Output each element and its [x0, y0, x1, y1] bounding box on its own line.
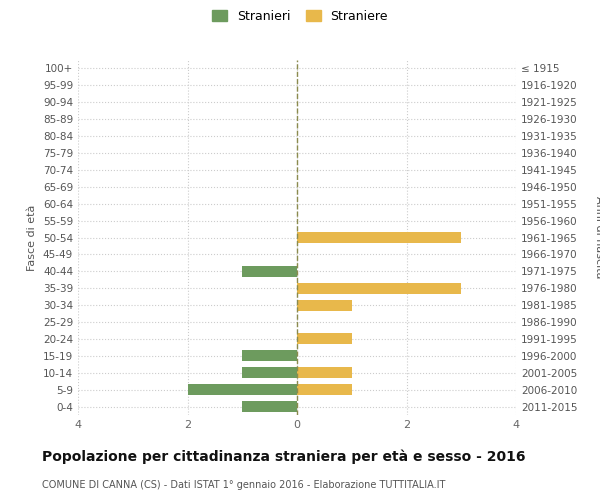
Y-axis label: Anni di nascita: Anni di nascita [594, 196, 600, 279]
Bar [242, 350, 297, 362]
Bar [297, 384, 352, 395]
Y-axis label: Fasce di età: Fasce di età [28, 204, 37, 270]
Legend: Stranieri, Straniere: Stranieri, Straniere [208, 6, 392, 26]
Bar [242, 266, 297, 277]
Bar [297, 334, 352, 344]
Text: COMUNE DI CANNA (CS) - Dati ISTAT 1° gennaio 2016 - Elaborazione TUTTITALIA.IT: COMUNE DI CANNA (CS) - Dati ISTAT 1° gen… [42, 480, 445, 490]
Bar [242, 367, 297, 378]
Bar [187, 384, 297, 395]
Bar [242, 401, 297, 412]
Bar [297, 367, 352, 378]
Bar [297, 232, 461, 243]
Text: Popolazione per cittadinanza straniera per età e sesso - 2016: Popolazione per cittadinanza straniera p… [42, 450, 526, 464]
Bar [297, 300, 352, 310]
Bar [297, 282, 461, 294]
